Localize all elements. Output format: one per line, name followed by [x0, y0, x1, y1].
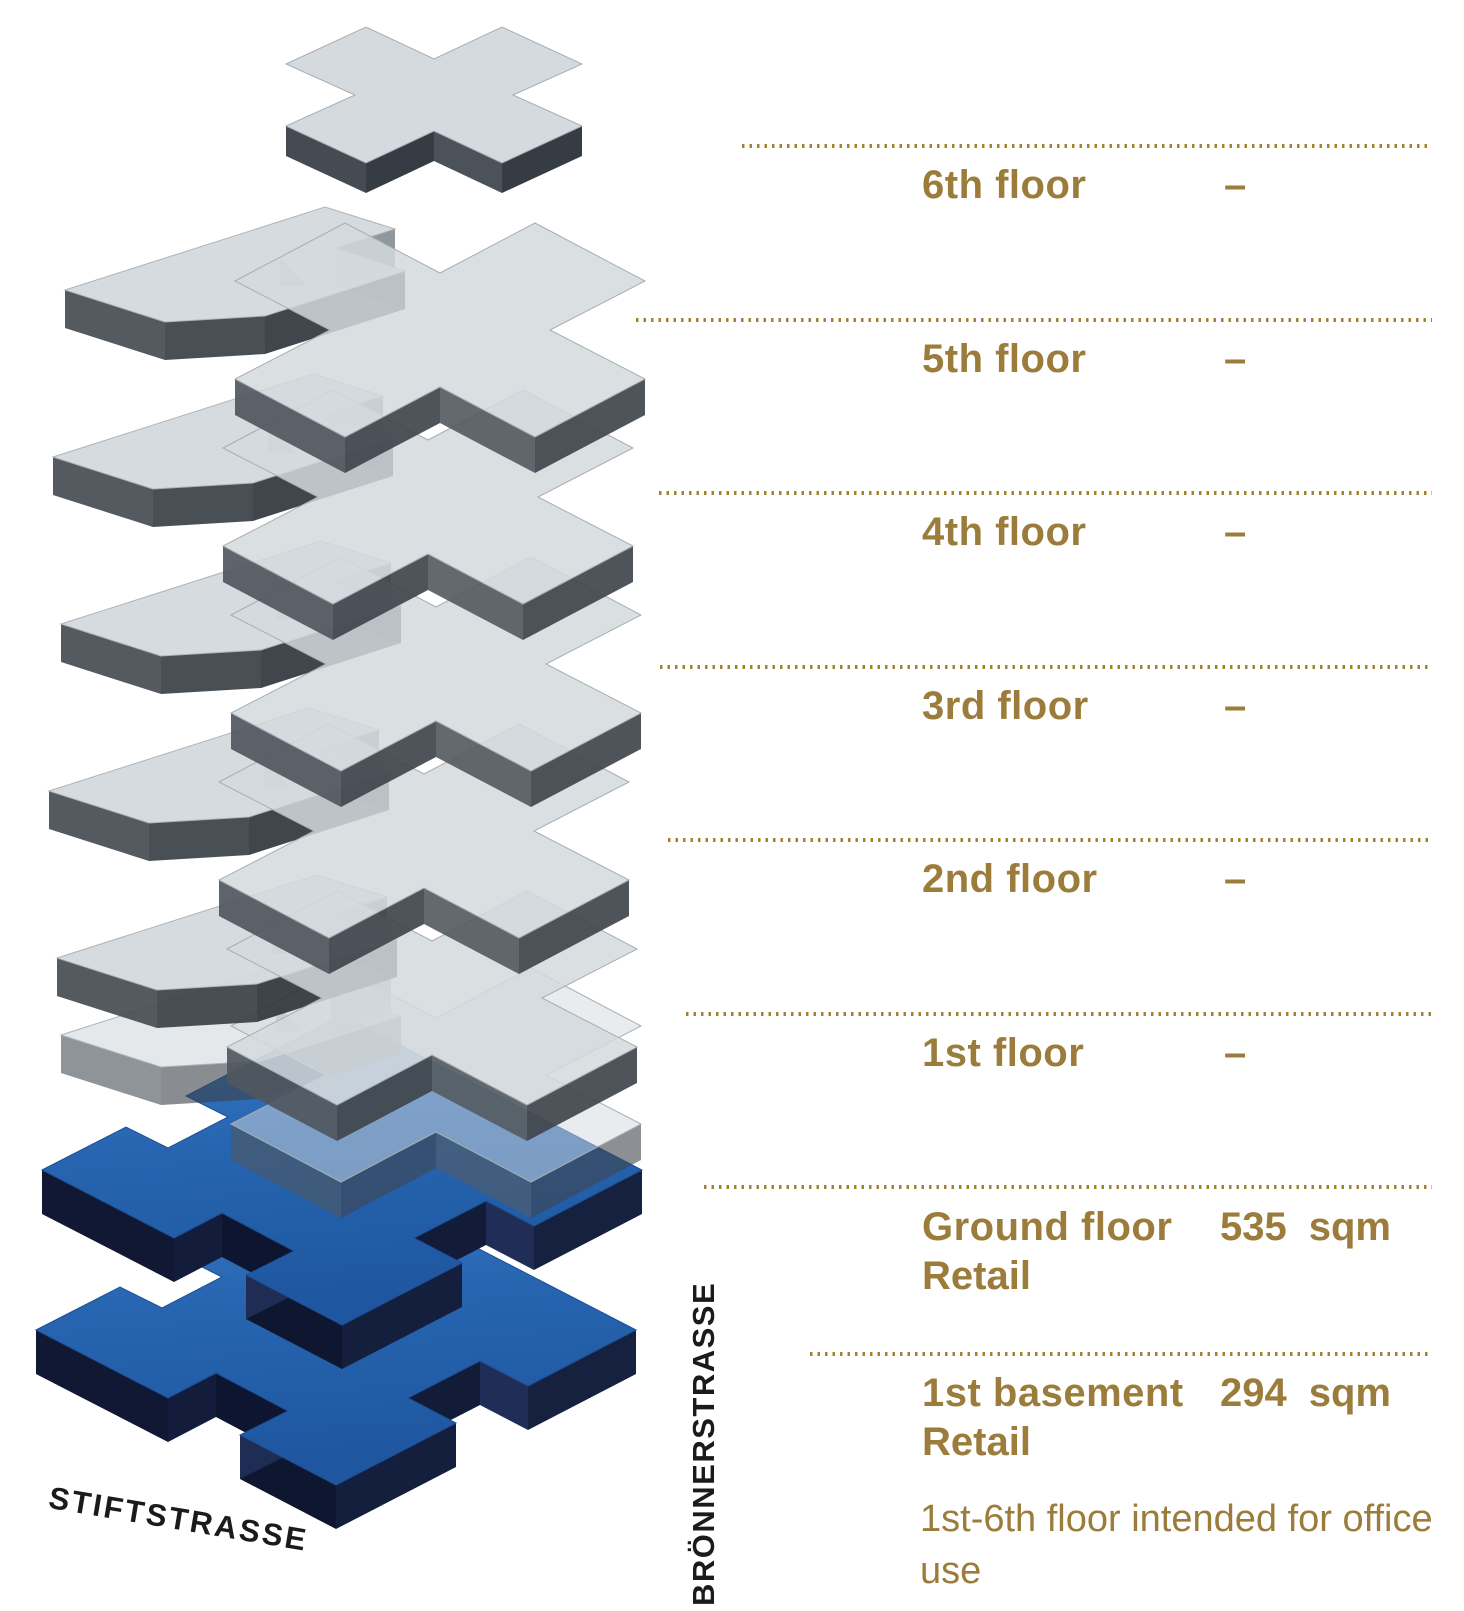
floor-plate-face: [233, 222, 647, 438]
floor-plate-face: [337, 1055, 432, 1141]
office-use-note: 1st-6th floor intended for office use: [920, 1498, 1433, 1592]
floor-plate-face: [149, 817, 249, 861]
floor-plate-face: [436, 1132, 531, 1218]
floor-label: Ground floor: [922, 1205, 1173, 1249]
floor-plate-face: [231, 713, 341, 807]
floor-area-value: 535 sqm: [1220, 1202, 1391, 1252]
floor-plate-face: [528, 1330, 636, 1430]
floor-plate-face: [434, 131, 502, 193]
floor-plate-face: [36, 1330, 168, 1442]
floor-use-label: Retail: [922, 1254, 1031, 1298]
street-label-broennerstrasse: BRÖNNERSTRASSE: [686, 1281, 721, 1606]
dotted-separator: [659, 491, 1432, 495]
floor-label: 5th floor: [922, 337, 1087, 381]
floor-plate-face: [523, 546, 633, 640]
floor-plate-face: [57, 958, 157, 1028]
floor-plate-face: [42, 1170, 174, 1282]
dotted-separator: [686, 1012, 1432, 1016]
floor-plate-face: [341, 721, 436, 807]
floor-plate-face: [61, 1035, 161, 1105]
area-unit: sqm: [1308, 1205, 1391, 1249]
dotted-separator: [704, 1185, 1432, 1189]
floor-plate-face: [235, 379, 345, 473]
floor-plate-face: [345, 387, 440, 473]
floor-plate-face: [227, 1047, 337, 1141]
floor-plate-face: [165, 316, 265, 360]
dotted-separator: [668, 838, 1432, 842]
floor-area-value: –: [1224, 337, 1247, 381]
floor-area-value: –: [1224, 163, 1247, 207]
floor-label: 1st floor: [922, 1031, 1085, 1075]
floor-plate-6th: [63, 206, 647, 473]
dotted-separator: [742, 144, 1432, 148]
floor-plate-face: [168, 1373, 216, 1442]
floor-plate-face: [174, 1213, 222, 1282]
floor-label: 6th floor: [922, 163, 1087, 207]
floor-plate-face: [53, 457, 153, 527]
floor-area-value: –: [1224, 1031, 1247, 1075]
floor-plate-face: [342, 1263, 462, 1369]
floor-plate-face: [424, 888, 519, 974]
floor-area-value: 294 sqm: [1220, 1368, 1391, 1418]
floor-plate-face: [61, 624, 161, 694]
floor-label: 1st basement: [922, 1371, 1184, 1415]
floor-plate-face: [366, 131, 434, 193]
floor-plate-face: [440, 387, 535, 473]
floor-plate-face: [486, 1201, 534, 1270]
floor-label: 3rd floor: [922, 684, 1089, 728]
floor-area-value: –: [1224, 510, 1247, 554]
floor-area-value: –: [1224, 857, 1247, 901]
floor-plate-face: [428, 554, 523, 640]
dotted-separator: [636, 318, 1432, 322]
building-floor-stack-diagram: [34, 26, 647, 1529]
floor-plate-face: [286, 126, 366, 193]
floor-plate-face: [534, 1170, 642, 1270]
area-number: 535: [1220, 1205, 1287, 1249]
floor-label: 4th floor: [922, 510, 1087, 554]
floor-plate-face: [157, 984, 257, 1028]
floor-plate-face: [527, 1047, 637, 1141]
floor-plate-face: [519, 880, 629, 974]
area-number: 294: [1220, 1371, 1287, 1415]
floor-plate-face: [49, 791, 149, 861]
floor-plate-face: [153, 483, 253, 527]
floor-plate-face: [531, 1124, 641, 1218]
floor-use-label: Retail: [922, 1420, 1031, 1464]
floor-plate-face: [223, 546, 333, 640]
floor-label: 2nd floor: [922, 857, 1098, 901]
floor-plate-face: [336, 1423, 456, 1529]
floor-plate-face: [531, 713, 641, 807]
floor-plate-face: [480, 1361, 528, 1430]
floor-plate-face: [436, 721, 531, 807]
dotted-separator: [810, 1352, 1432, 1356]
floor-plate-face: [502, 126, 582, 193]
floor-plate-face: [284, 26, 584, 164]
floor-plate-face: [432, 1055, 527, 1141]
floor-plate-face: [161, 650, 261, 694]
floor-area-value: –: [1224, 684, 1247, 728]
floor-plate-face: [535, 379, 645, 473]
floor-plate-face: [333, 554, 428, 640]
floor-plate-face: [231, 1124, 341, 1218]
floor-plate-face: [219, 880, 329, 974]
area-unit: sqm: [1308, 1371, 1391, 1415]
floor-plate-face: [65, 290, 165, 360]
dotted-separator: [660, 665, 1432, 669]
floor-plate-face: [329, 888, 424, 974]
roof-plate: [284, 26, 584, 193]
floor-plate-face: [341, 1132, 436, 1218]
